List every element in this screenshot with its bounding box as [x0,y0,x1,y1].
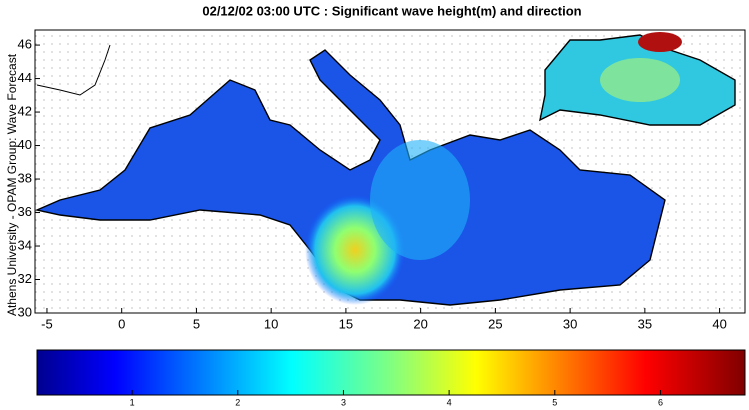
x-tick-label: 20 [413,316,427,331]
colorbar-tick-label: 2 [235,397,240,407]
colorbar-tick-label: 4 [447,397,452,407]
map: -5 0 5 10 15 20 25 30 35 40 30 32 34 36 38 40 42 44 46 [18,29,746,331]
colorbar: 1 2 3 4 5 6 [36,349,746,407]
y-tick-label: 34 [18,237,32,252]
colorbar-tick-label: 6 [658,397,663,407]
y-tick-label: 38 [18,170,32,185]
x-tick-label: 15 [339,316,353,331]
colorbar-tick-label: 3 [341,397,346,407]
x-tick-label: 40 [712,316,726,331]
x-tick-label: 10 [264,316,278,331]
high-wave-zone-azov [638,32,682,52]
mid-wave-zone [370,140,470,260]
x-tick-label: 5 [193,316,200,331]
colorbar-scale [36,349,746,396]
x-tick-label: 30 [563,316,577,331]
y-tick-label: 36 [18,204,32,219]
y-axis-label: Athens University - OPAM Group: Wave For… [5,53,19,316]
colorbar-tick-label: 5 [552,397,557,407]
x-tick-label: 35 [638,316,652,331]
coast-atlantic [36,44,111,96]
y-tick-label: 40 [18,137,32,152]
y-tick-label: 44 [18,70,32,85]
y-tick-label: 42 [18,103,32,118]
colorbar-tick-label: 1 [130,397,135,407]
x-tick-label: 25 [488,316,502,331]
y-tick-label: 30 [18,304,32,319]
x-tick-label: 0 [118,316,125,331]
x-tick-label: -5 [41,316,53,331]
mid-wave-zone-black [600,58,680,102]
y-tick-label: 46 [18,37,32,52]
y-tick-label: 32 [18,271,32,286]
title: 02/12/02 03:00 UTC : Significant wave he… [202,3,581,18]
